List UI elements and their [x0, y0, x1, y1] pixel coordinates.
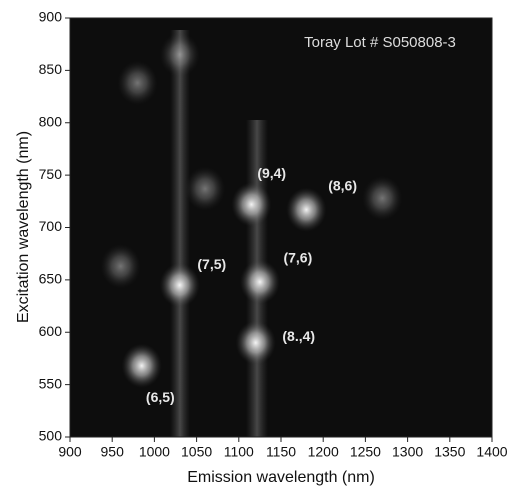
x-tick-label: 1350: [434, 444, 465, 460]
y-tick-label: 900: [39, 9, 63, 25]
x-axis-label: Emission wavelength (nm): [187, 469, 375, 486]
spot: [362, 176, 403, 221]
spot: [159, 263, 200, 308]
y-tick-label: 500: [39, 428, 63, 444]
y-tick-label: 800: [39, 113, 63, 129]
x-tick-label: 1300: [392, 444, 423, 460]
x-tick-label: 1150: [266, 444, 296, 460]
y-tick-label: 600: [39, 323, 63, 339]
x-tick-label: 1050: [181, 444, 212, 460]
spot: [185, 166, 226, 211]
spot: [100, 244, 141, 289]
spot: [235, 320, 276, 365]
chart-title: Toray Lot # S050808-3: [304, 34, 456, 51]
y-axis-label: Excitation wavelength (nm): [15, 131, 32, 323]
annotation: (6,5): [146, 389, 175, 405]
annotation: (7,5): [197, 256, 226, 272]
spot: [231, 182, 272, 227]
y-tick-label: 650: [39, 271, 63, 287]
y-tick-label: 850: [39, 61, 63, 77]
annotation: (7,6): [283, 250, 312, 266]
y-tick-label: 750: [39, 166, 63, 182]
annotation: (9,4): [257, 165, 286, 181]
y-tick-label: 550: [39, 375, 63, 391]
x-tick-label: 900: [58, 444, 82, 460]
spot: [286, 187, 327, 232]
x-tick-label: 1100: [224, 444, 254, 460]
spot: [239, 259, 280, 304]
x-tick-label: 1250: [350, 444, 381, 460]
x-tick-label: 1400: [476, 444, 507, 460]
spot: [117, 60, 158, 105]
x-tick-label: 1200: [308, 444, 339, 460]
annotation: (8,6): [328, 177, 357, 193]
spot: [159, 32, 200, 77]
annotation: (8.,4): [282, 328, 315, 344]
x-tick-label: 1000: [139, 444, 170, 460]
streak: [170, 30, 190, 437]
spot: [121, 343, 162, 388]
x-tick-label: 950: [101, 444, 125, 460]
y-tick-label: 700: [39, 218, 63, 234]
